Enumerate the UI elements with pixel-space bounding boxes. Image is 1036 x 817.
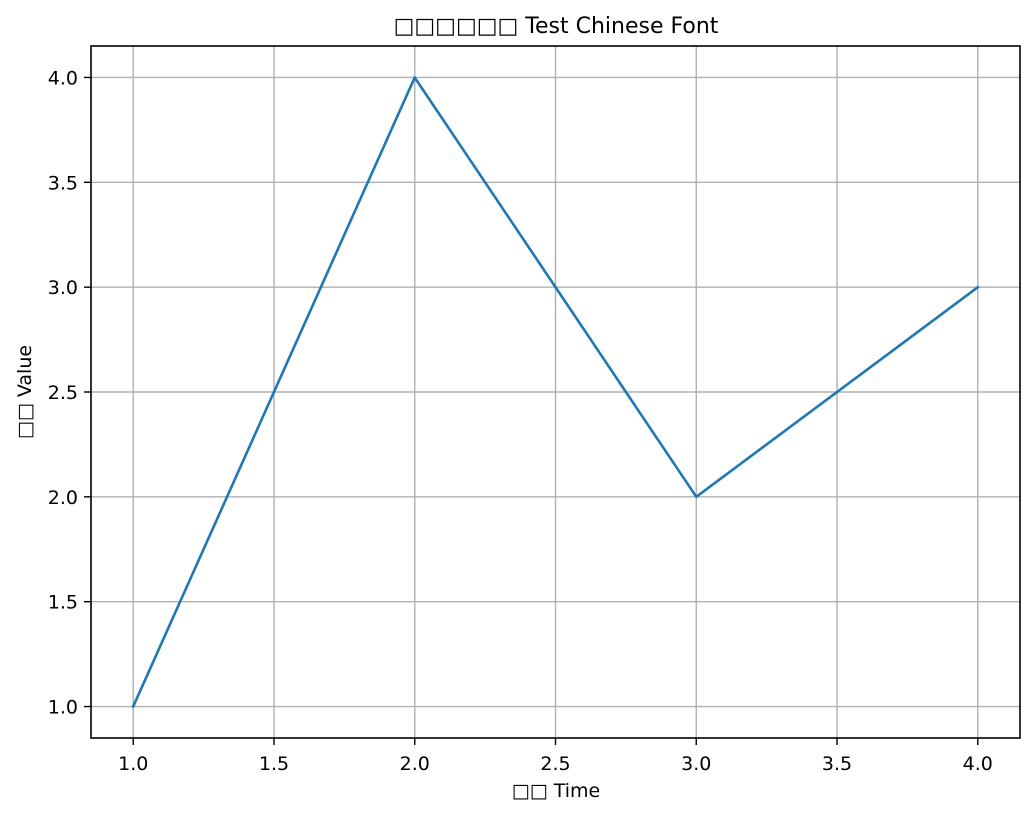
y-tick-label: 3.5 bbox=[48, 172, 78, 194]
chart-title: □□□□□□ Test Chinese Font bbox=[394, 14, 719, 39]
x-tick-label: 2.5 bbox=[540, 753, 570, 775]
y-axis-label: □□ Value bbox=[14, 345, 36, 439]
y-tick-label: 1.0 bbox=[48, 697, 78, 719]
x-tick-label: 3.5 bbox=[822, 753, 852, 775]
x-tick-label: 2.0 bbox=[400, 753, 430, 775]
x-tick-label: 1.0 bbox=[118, 753, 148, 775]
y-tick-label: 2.5 bbox=[48, 382, 78, 404]
series-line bbox=[131, 76, 980, 709]
y-tick-label: 1.5 bbox=[48, 592, 78, 614]
x-tick-label: 4.0 bbox=[963, 753, 993, 775]
y-tick-label: 4.0 bbox=[48, 67, 78, 89]
series-layer bbox=[131, 76, 980, 709]
x-tick-label: 1.5 bbox=[259, 753, 289, 775]
y-tick-label: 2.0 bbox=[48, 487, 78, 509]
y-tick-label: 3.0 bbox=[48, 277, 78, 299]
y-axis: 1.0 1.5 2.0 2.5 3.0 3.5 4.0 bbox=[48, 67, 91, 719]
x-axis-label: □□ Time bbox=[512, 780, 600, 802]
x-tick-label: 3.0 bbox=[681, 753, 711, 775]
x-axis: 1.0 1.5 2.0 2.5 3.0 3.5 4.0 bbox=[118, 738, 993, 775]
grid bbox=[91, 46, 1020, 738]
